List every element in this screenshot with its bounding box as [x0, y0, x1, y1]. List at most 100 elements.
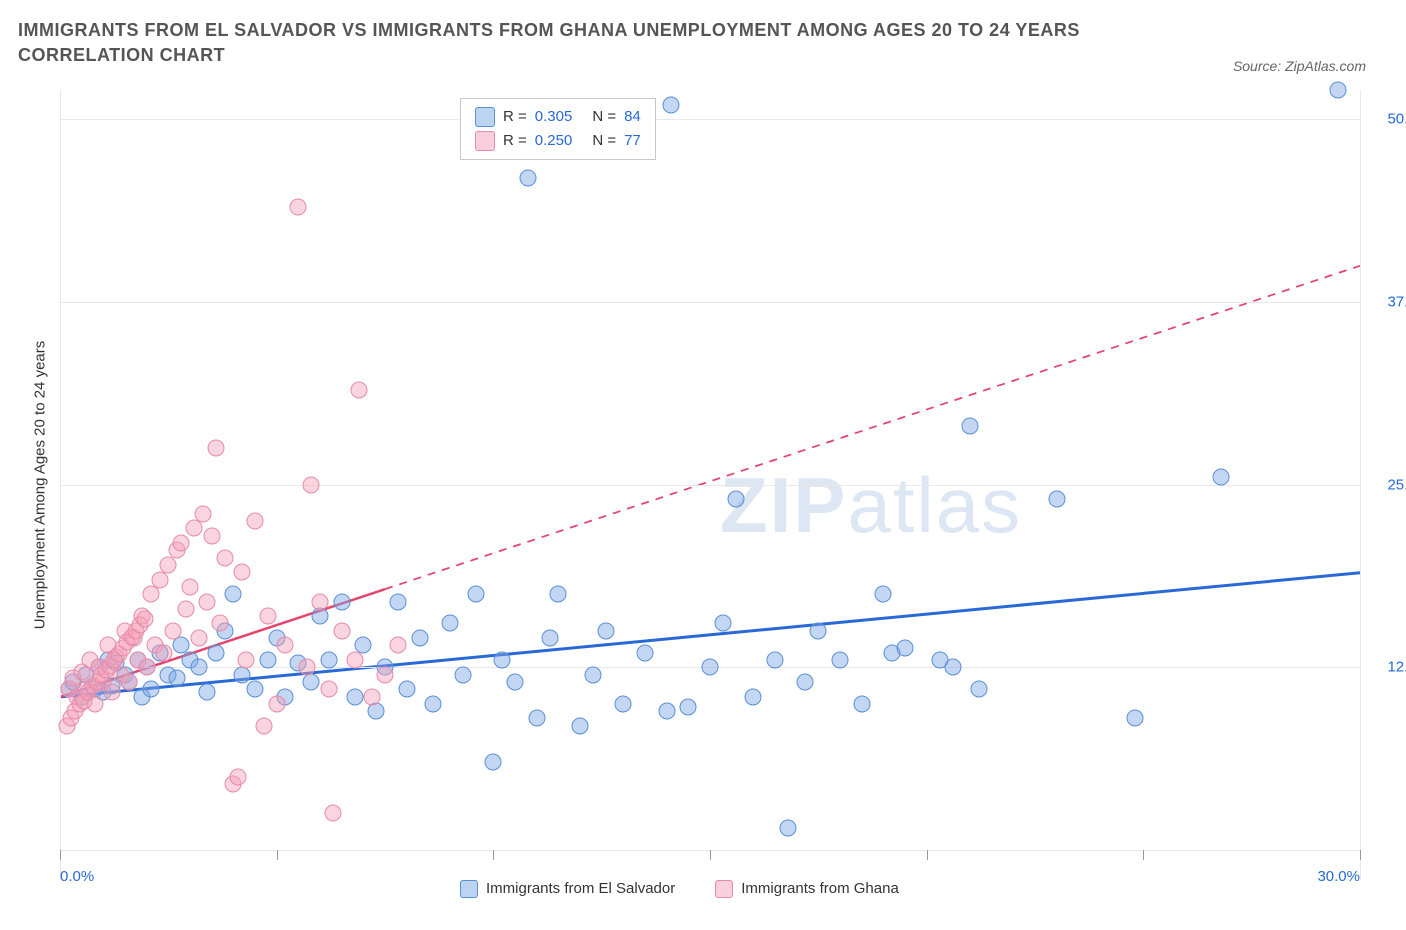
- series-legend: Immigrants from El Salvador Immigrants f…: [460, 880, 899, 898]
- data-point: [312, 593, 329, 610]
- data-point: [728, 491, 745, 508]
- data-point: [507, 673, 524, 690]
- watermark: ZIPatlas: [720, 460, 1022, 551]
- data-point: [255, 717, 272, 734]
- data-point: [346, 652, 363, 669]
- data-point: [485, 754, 502, 771]
- data-point: [143, 586, 160, 603]
- data-point: [169, 669, 186, 686]
- source-attribution: Source: ZipAtlas.com: [1233, 58, 1366, 74]
- y-tick-label: 25.0%: [1387, 476, 1406, 493]
- y-tick-label: 37.5%: [1387, 293, 1406, 310]
- data-point: [572, 717, 589, 734]
- legend-item: Immigrants from Ghana: [715, 880, 899, 898]
- data-point: [780, 820, 797, 837]
- legend-swatch-blue: [460, 880, 478, 898]
- data-point: [216, 549, 233, 566]
- legend-swatch-pink: [475, 131, 495, 151]
- data-point: [598, 622, 615, 639]
- data-point: [299, 659, 316, 676]
- stats-legend: R = 0.305 N = 84 R = 0.250 N = 77: [460, 98, 656, 160]
- data-point: [1213, 469, 1230, 486]
- data-point: [229, 768, 246, 785]
- data-point: [1330, 82, 1347, 99]
- data-point: [143, 681, 160, 698]
- data-point: [832, 652, 849, 669]
- data-point: [195, 505, 212, 522]
- data-point: [715, 615, 732, 632]
- data-point: [1048, 491, 1065, 508]
- x-tick-mark: [1143, 850, 1144, 860]
- data-point: [585, 666, 602, 683]
- data-point: [199, 593, 216, 610]
- stats-legend-row: R = 0.305 N = 84: [475, 105, 641, 129]
- data-point: [424, 695, 441, 712]
- data-point: [390, 637, 407, 654]
- data-point: [745, 688, 762, 705]
- data-point: [637, 644, 654, 661]
- data-point: [541, 630, 558, 647]
- data-point: [658, 703, 675, 720]
- data-point: [136, 611, 153, 628]
- r-value: 0.305: [535, 105, 573, 129]
- gridline-v: [60, 90, 61, 880]
- data-point: [810, 622, 827, 639]
- data-point: [268, 695, 285, 712]
- data-point: [212, 615, 229, 632]
- scatter-plot: ZIPatlas 12.5%25.0%37.5%50.0%0.0%30.0%: [60, 90, 1360, 880]
- data-point: [199, 684, 216, 701]
- data-point: [663, 96, 680, 113]
- legend-swatch-blue: [475, 107, 495, 127]
- data-point: [290, 198, 307, 215]
- data-point: [615, 695, 632, 712]
- data-point: [970, 681, 987, 698]
- data-point: [368, 703, 385, 720]
- chart-area: Unemployment Among Ages 20 to 24 years Z…: [60, 90, 1360, 880]
- x-tick-mark: [493, 850, 494, 860]
- data-point: [234, 666, 251, 683]
- data-point: [138, 659, 155, 676]
- x-tick-mark: [60, 850, 61, 860]
- data-point: [238, 652, 255, 669]
- data-point: [680, 698, 697, 715]
- chart-title: IMMIGRANTS FROM EL SALVADOR VS IMMIGRANT…: [18, 18, 1118, 68]
- data-point: [260, 608, 277, 625]
- gridline-h: [60, 302, 1360, 303]
- data-point: [550, 586, 567, 603]
- y-tick-label: 50.0%: [1387, 111, 1406, 128]
- data-point: [875, 586, 892, 603]
- data-point: [151, 571, 168, 588]
- data-point: [797, 673, 814, 690]
- data-point: [234, 564, 251, 581]
- data-point: [320, 652, 337, 669]
- data-point: [962, 418, 979, 435]
- data-point: [182, 578, 199, 595]
- data-point: [364, 688, 381, 705]
- data-point: [203, 527, 220, 544]
- data-point: [303, 476, 320, 493]
- header: IMMIGRANTS FROM EL SALVADOR VS IMMIGRANT…: [0, 0, 1406, 74]
- x-tick-mark: [710, 850, 711, 860]
- data-point: [190, 630, 207, 647]
- data-point: [767, 652, 784, 669]
- x-tick-mark: [277, 850, 278, 860]
- stats-legend-row: R = 0.250 N = 77: [475, 129, 641, 153]
- gridline-h: [60, 119, 1360, 120]
- data-point: [944, 659, 961, 676]
- data-point: [225, 586, 242, 603]
- data-point: [303, 673, 320, 690]
- data-point: [702, 659, 719, 676]
- data-point: [411, 630, 428, 647]
- n-value: 84: [624, 105, 641, 129]
- data-point: [247, 681, 264, 698]
- data-point: [247, 513, 264, 530]
- x-tick-label: 30.0%: [1317, 868, 1360, 885]
- gridline-v: [1360, 90, 1361, 880]
- data-point: [177, 600, 194, 617]
- data-point: [208, 440, 225, 457]
- data-point: [1126, 710, 1143, 727]
- data-point: [455, 666, 472, 683]
- data-point: [121, 673, 138, 690]
- legend-item: Immigrants from El Salvador: [460, 880, 675, 898]
- data-point: [853, 695, 870, 712]
